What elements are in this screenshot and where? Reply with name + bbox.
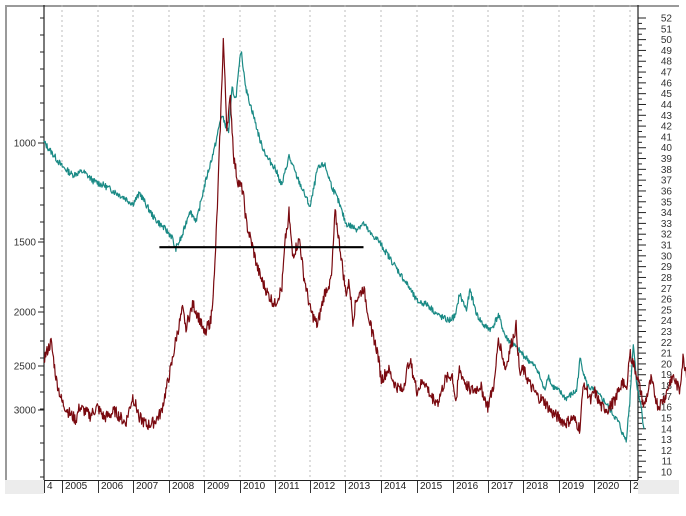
right-axis-label: 19 xyxy=(661,370,673,381)
x-axis-label: 2009 xyxy=(204,481,229,493)
right-axis-label: 26 xyxy=(661,295,673,306)
right-axis-label: 39 xyxy=(661,154,673,165)
right-axis-label: 22 xyxy=(661,338,673,349)
right-axis-label: 38 xyxy=(661,165,673,176)
right-axis-label: 52 xyxy=(661,14,673,25)
right-axis-label: 43 xyxy=(661,111,673,122)
right-axis-ticks: 5251504948474645444342414039383736353433… xyxy=(638,14,672,479)
x-axis-label: 2008 xyxy=(169,481,194,493)
right-axis-label: 23 xyxy=(661,327,673,338)
x-axis-label: 2016 xyxy=(453,481,478,493)
data-series xyxy=(43,37,686,443)
x-axis-label: 2014 xyxy=(381,481,406,493)
teal-series-line xyxy=(43,51,645,443)
right-axis-label: 45 xyxy=(661,89,673,100)
right-axis-label: 30 xyxy=(661,251,673,262)
maroon-series-line xyxy=(43,37,686,434)
x-axis-label: 2006 xyxy=(98,481,123,493)
left-axis-label: 3000 xyxy=(14,406,37,417)
left-axis-label: 2500 xyxy=(14,362,37,373)
x-axis-strip xyxy=(44,480,638,495)
x-axis-label: 2020 xyxy=(594,481,619,493)
right-axis-label: 34 xyxy=(661,208,673,219)
right-axis-label: 27 xyxy=(661,284,673,295)
right-axis-label: 28 xyxy=(661,273,673,284)
x-axis-label: 4 xyxy=(44,481,53,493)
x-axis-label: 2017 xyxy=(488,481,513,493)
right-axis-label: 25 xyxy=(661,305,673,316)
x-axis-label: 2013 xyxy=(345,481,370,493)
right-axis-label: 32 xyxy=(661,230,673,241)
x-axis-label: 2 xyxy=(630,481,639,493)
left-axis-label: 1500 xyxy=(14,238,37,249)
right-axis-label: 49 xyxy=(661,46,673,57)
horizontal-reference-lines xyxy=(159,246,364,249)
right-axis-label: 42 xyxy=(661,122,673,133)
right-axis-label: 44 xyxy=(661,100,673,111)
chart-frame xyxy=(5,5,679,491)
right-axis-label: 15 xyxy=(661,413,673,424)
right-axis-label: 33 xyxy=(661,219,673,230)
right-axis-label: 36 xyxy=(661,186,673,197)
x-axis-label: 2011 xyxy=(275,481,300,493)
x-axis-label: 2005 xyxy=(62,481,87,493)
right-axis-label: 14 xyxy=(661,424,673,435)
right-axis-label: 51 xyxy=(661,24,673,35)
right-axis-label: 11 xyxy=(662,457,673,468)
right-axis-label: 48 xyxy=(661,57,673,68)
right-axis-label: 24 xyxy=(661,316,673,327)
right-axis-label: 37 xyxy=(661,176,673,187)
right-axis-label: 35 xyxy=(661,197,673,208)
x-axis-label: 2012 xyxy=(310,481,335,493)
right-axis-label: 20 xyxy=(661,359,673,370)
left-axis-label: 2000 xyxy=(14,308,37,319)
right-axis-label: 13 xyxy=(661,435,673,446)
vertical-gridlines xyxy=(61,5,631,480)
right-axis-label: 46 xyxy=(661,78,673,89)
left-axis-ticks: 1000 1500 2000 2500 3000 xyxy=(14,17,44,478)
x-axis-label: 2018 xyxy=(523,481,548,493)
right-axis-label: 41 xyxy=(661,132,673,143)
left-axis-label: 1000 xyxy=(14,139,37,150)
right-axis-label: 10 xyxy=(661,468,673,479)
right-axis-label: 40 xyxy=(661,143,673,154)
right-axis-label: 21 xyxy=(661,349,673,360)
right-axis-label: 50 xyxy=(661,35,673,46)
right-axis-label: 31 xyxy=(661,241,673,252)
right-axis-label: 17 xyxy=(661,392,673,403)
x-axis-label: 2007 xyxy=(133,481,158,493)
right-axis-label: 16 xyxy=(661,403,673,414)
x-axis-label: 2019 xyxy=(559,481,584,493)
right-axis-label: 47 xyxy=(661,68,673,79)
x-axis-label: 2015 xyxy=(417,481,442,493)
right-axis-label: 18 xyxy=(661,381,673,392)
right-axis-label: 12 xyxy=(661,446,673,457)
right-axis-label: 29 xyxy=(661,262,673,273)
x-axis-label: 2010 xyxy=(240,481,265,493)
